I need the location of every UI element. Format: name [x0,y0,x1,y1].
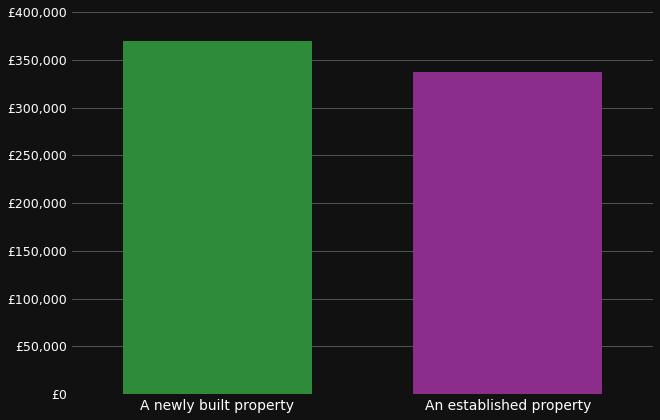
Bar [123,41,312,394]
Bar [413,72,602,394]
